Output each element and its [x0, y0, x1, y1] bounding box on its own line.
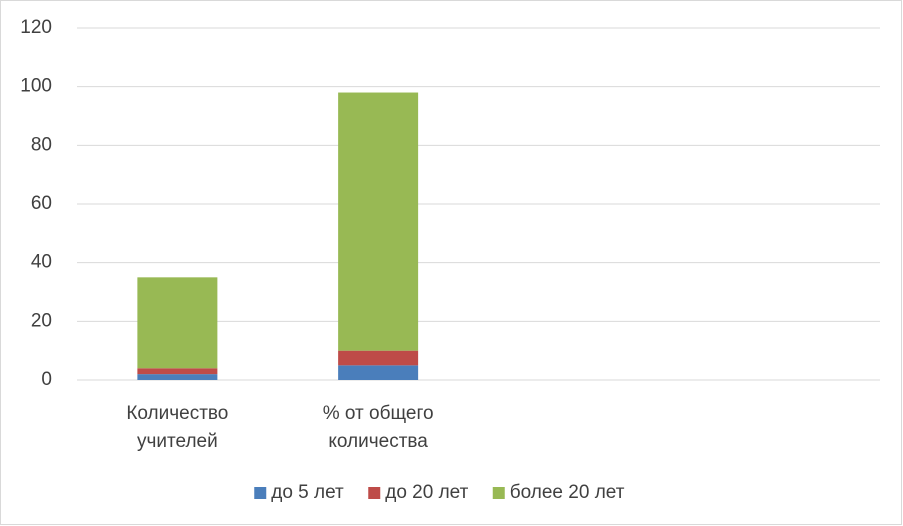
x-tick-label: % от общего количества — [322, 403, 434, 452]
y-tick-label: 20 — [31, 310, 52, 331]
legend-swatch — [492, 487, 505, 499]
x-tick-label: Количество учителей — [126, 403, 229, 452]
legend-label: до 5 лет — [271, 482, 344, 503]
bar-segment — [338, 350, 419, 366]
legend-swatch — [368, 487, 381, 499]
legend-label: более 20 лет — [510, 482, 625, 503]
legend-swatch — [254, 487, 267, 499]
bar-segment — [137, 368, 218, 375]
y-tick-label: 120 — [20, 17, 52, 38]
y-tick-label: 80 — [31, 134, 52, 155]
bar-segment — [338, 365, 419, 380]
y-tick-label: 100 — [20, 76, 52, 97]
bar-segment — [338, 92, 419, 351]
bar-segment — [137, 277, 218, 369]
legend-label: до 20 лет — [385, 482, 468, 503]
bar-segment — [137, 374, 218, 380]
y-tick-label: 40 — [31, 252, 52, 273]
y-tick-label: 60 — [31, 193, 52, 214]
y-tick-label: 0 — [41, 369, 52, 390]
